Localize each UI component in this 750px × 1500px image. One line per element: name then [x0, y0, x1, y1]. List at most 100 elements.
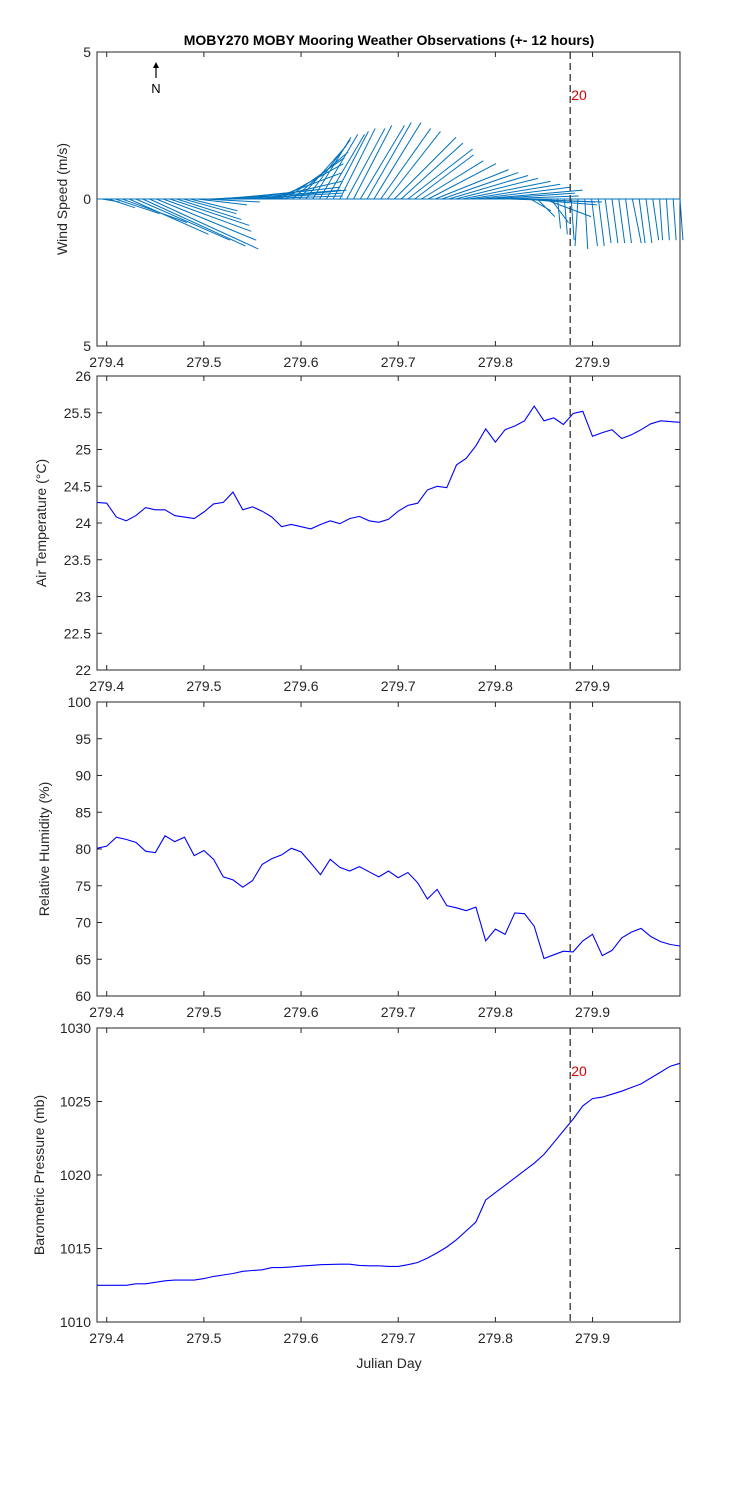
wind-stick: [353, 125, 393, 200]
wind-stick: [339, 128, 376, 200]
y-tick-label: 75: [75, 878, 91, 894]
x-tick-label: 279.4: [89, 1330, 124, 1346]
wind-stick: [584, 198, 589, 250]
panel-2: 22 22.5 23 23.5 24 24.5 25 25.5 26 279.4 279.5 279.…: [33, 368, 681, 694]
wind-stick: [652, 198, 660, 241]
wind-stick: [455, 177, 538, 200]
wind-stick: [462, 180, 551, 200]
data-line: [96, 835, 681, 960]
plot-frame: [96, 375, 681, 671]
north-label: N: [151, 81, 160, 96]
wind-stick: [428, 163, 497, 200]
wind-stick: [414, 154, 474, 200]
x-tick-label: 279.6: [284, 1330, 319, 1346]
x-tick-label: 279.9: [575, 354, 610, 370]
wind-stick: [469, 183, 561, 200]
y-tick-label: 5: [83, 338, 91, 354]
marker-label: 20: [571, 1063, 587, 1079]
wind-stick: [591, 198, 598, 247]
wind-stick: [128, 198, 209, 235]
wind-stick: [482, 189, 583, 200]
wind-stick: [557, 198, 562, 229]
wind-stick: [574, 198, 579, 247]
y-axis-title: Air Temperature (°C): [33, 459, 49, 587]
wind-stick: [319, 134, 359, 200]
wind-stick: [176, 198, 242, 221]
wind-stick: [149, 198, 259, 250]
wind-stick: [298, 145, 347, 200]
y-axis-title: Barometric Pressure (mb): [31, 1095, 47, 1255]
wind-stick: [421, 160, 484, 200]
x-tick-label: 279.5: [186, 1004, 221, 1020]
wind-stick: [203, 198, 260, 203]
plot-frame: [96, 1027, 681, 1323]
y-tick-label: 23.5: [64, 552, 91, 568]
y-tick-label: 25: [75, 442, 91, 458]
x-tick-label: 279.5: [186, 678, 221, 694]
y-tick-label: 24: [75, 515, 91, 531]
x-tick-label: 279.7: [381, 354, 416, 370]
x-tick-label: 279.8: [478, 678, 513, 694]
wind-stick: [271, 172, 343, 200]
north-arrow-icon: [153, 62, 159, 68]
x-tick-label: 279.5: [186, 354, 221, 370]
figure-title: MOBY270 MOBY Mooring Weather Observation…: [184, 32, 595, 48]
wind-stick: [156, 198, 257, 241]
y-tick-label: 65: [75, 951, 91, 967]
y-tick-label: 23: [75, 589, 91, 605]
wind-stick: [611, 198, 619, 244]
wind-stick: [135, 198, 231, 241]
x-tick-label: 279.7: [381, 1004, 416, 1020]
y-tick-label: 25.5: [64, 405, 91, 421]
wind-stick: [672, 198, 677, 241]
wind-stick: [407, 148, 473, 200]
wind-stick: [183, 198, 237, 215]
wind-stick: [115, 198, 160, 215]
wind-stick: [387, 131, 441, 200]
y-tick-label: 1025: [60, 1094, 91, 1110]
wind-stick: [197, 198, 248, 206]
y-tick-label: 80: [75, 841, 91, 857]
wind-stick: [441, 172, 519, 200]
wind-stick: [393, 136, 457, 200]
wind-stick: [244, 192, 342, 200]
wind-stick: [400, 142, 464, 200]
wind-stick: [570, 198, 575, 241]
wind-stick: [434, 169, 509, 200]
y-tick-label: 5: [83, 44, 91, 60]
wind-stick: [597, 198, 605, 247]
x-tick-label: 279.8: [478, 1330, 513, 1346]
data-line: [97, 1062, 681, 1286]
x-tick-label: 279.9: [575, 1330, 610, 1346]
y-tick-label: 22.5: [64, 625, 91, 641]
wind-stick: [359, 125, 405, 200]
x-tick-label: 279.4: [89, 354, 124, 370]
x-tick-label: 279.9: [575, 1004, 610, 1020]
wind-stick: [638, 198, 646, 244]
wind-stick: [563, 198, 568, 235]
x-tick-label: 279.5: [186, 1330, 221, 1346]
y-tick-label: 85: [75, 804, 91, 820]
x-tick-label: 279.4: [89, 1004, 124, 1020]
y-tick-label: 1030: [60, 1020, 91, 1036]
wind-stick: [190, 198, 238, 212]
wind-stick: [659, 198, 664, 241]
x-tick-label: 279.8: [478, 354, 513, 370]
wind-stick: [373, 122, 422, 200]
wind-stick: [645, 198, 653, 244]
x-tick-label: 279.6: [284, 354, 319, 370]
wind-stick: [543, 198, 592, 218]
wind-stick: [536, 198, 556, 217]
y-tick-label: 1010: [60, 1314, 91, 1330]
y-tick-label: 26: [75, 368, 91, 384]
wind-stick: [625, 198, 632, 244]
wind-stick: [631, 198, 642, 244]
y-axis-title: Relative Humidity (%): [36, 782, 52, 917]
marker-label: 20: [571, 87, 587, 103]
wind-stick: [346, 128, 386, 200]
wind-stick: [332, 131, 369, 200]
y-tick-label: 22: [75, 662, 91, 678]
wind-stick: [679, 198, 684, 241]
wind-stick: [380, 128, 432, 200]
